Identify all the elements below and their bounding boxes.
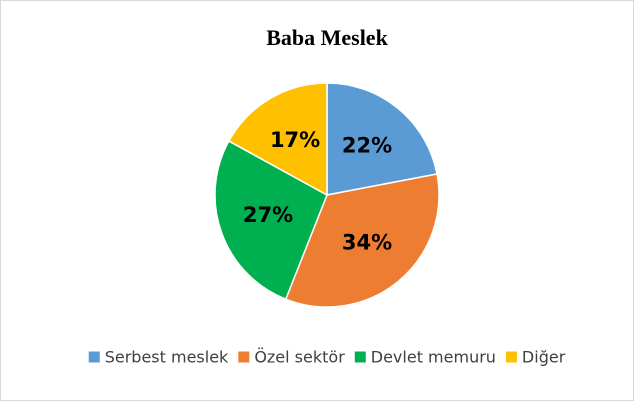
legend-swatch bbox=[238, 351, 250, 363]
data-label: 22% bbox=[342, 134, 392, 158]
legend-label: Diğer bbox=[522, 348, 566, 367]
chart-title: Baba Meslek bbox=[266, 25, 388, 50]
pie-slice bbox=[214, 140, 328, 301]
legend-label: Serbest meslek bbox=[105, 348, 229, 367]
legend-label: Devlet memuru bbox=[371, 348, 496, 367]
legend-label: Özel sektör bbox=[254, 348, 345, 367]
legend-swatch bbox=[505, 351, 517, 363]
legend-swatch bbox=[354, 351, 366, 363]
data-label: 34% bbox=[342, 230, 392, 254]
pie-slice bbox=[227, 82, 328, 197]
data-label: 17% bbox=[270, 128, 320, 152]
pie-slice bbox=[284, 173, 440, 308]
legend-swatch bbox=[88, 351, 100, 363]
pie-slice bbox=[326, 82, 438, 196]
data-label: 27% bbox=[243, 203, 293, 227]
